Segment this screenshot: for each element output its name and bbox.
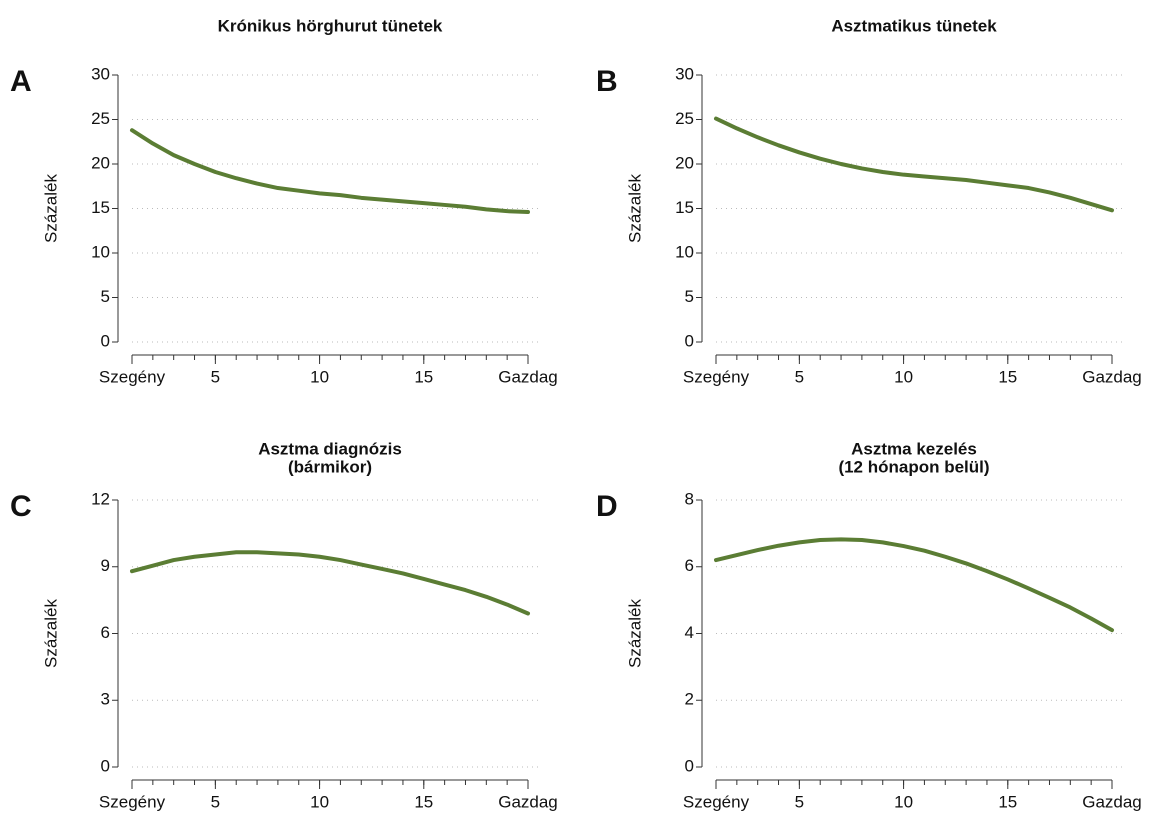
y-tick-label: 2: [685, 690, 694, 709]
x-tick-label: 5: [795, 792, 804, 811]
x-tick-label: Gazdag: [498, 792, 558, 811]
panel-letter: D: [596, 490, 618, 523]
chart-title: Asztma diagnózis: [258, 439, 402, 458]
data-line: [130, 550, 530, 616]
y-tick-label: 12: [91, 489, 110, 508]
x-tick-label: 5: [211, 792, 220, 811]
y-tick-label: 0: [685, 331, 694, 350]
y-axis-label: Százalék: [625, 174, 644, 243]
y-axis-label: Százalék: [625, 599, 644, 668]
y-tick-label: 0: [685, 756, 694, 775]
x-tick-label: Gazdag: [498, 367, 558, 386]
x-tick-label: 10: [894, 367, 913, 386]
data-line: [714, 537, 1114, 633]
y-tick-label: 8: [685, 489, 694, 508]
x-tick-label: 15: [414, 792, 433, 811]
chart-title: Asztmatikus tünetek: [831, 16, 997, 35]
y-tick-label: 10: [675, 242, 694, 261]
data-line: [714, 116, 1114, 213]
chart-title: (bármikor): [288, 457, 372, 476]
chart-title: Krónikus hörghurut tünetek: [218, 16, 443, 35]
panel-letter: B: [596, 65, 618, 98]
y-axis-label: Százalék: [41, 174, 60, 243]
x-tick-label: 15: [998, 792, 1017, 811]
y-tick-label: 25: [91, 109, 110, 128]
y-tick-label: 6: [685, 556, 694, 575]
x-tick-label: Szegény: [683, 792, 750, 811]
x-tick-label: Szegény: [683, 367, 750, 386]
y-tick-label: 9: [101, 556, 110, 575]
x-tick-label: 10: [310, 792, 329, 811]
x-tick-label: 5: [795, 367, 804, 386]
panel-letter: A: [10, 65, 32, 98]
x-tick-label: 5: [211, 367, 220, 386]
x-tick-label: 10: [894, 792, 913, 811]
y-tick-label: 5: [101, 287, 110, 306]
y-tick-label: 5: [685, 287, 694, 306]
y-tick-label: 0: [101, 331, 110, 350]
y-tick-label: 25: [675, 109, 694, 128]
panel-letter: C: [10, 490, 32, 523]
y-tick-label: 10: [91, 242, 110, 261]
x-tick-label: 10: [310, 367, 329, 386]
y-tick-label: 20: [675, 153, 694, 172]
y-tick-label: 20: [91, 153, 110, 172]
y-tick-label: 15: [675, 198, 694, 217]
y-tick-label: 3: [101, 690, 110, 709]
y-tick-label: 6: [101, 623, 110, 642]
x-tick-label: Gazdag: [1082, 367, 1142, 386]
y-tick-label: 30: [91, 64, 110, 83]
x-tick-label: 15: [998, 367, 1017, 386]
y-tick-label: 30: [675, 64, 694, 83]
x-tick-label: Gazdag: [1082, 792, 1142, 811]
x-tick-label: Szegény: [99, 792, 166, 811]
chart-title: (12 hónapon belül): [838, 457, 989, 476]
y-axis-label: Százalék: [41, 599, 60, 668]
y-tick-label: 4: [685, 623, 694, 642]
y-tick-label: 0: [101, 756, 110, 775]
x-tick-label: 15: [414, 367, 433, 386]
data-line: [130, 128, 530, 215]
y-tick-label: 15: [91, 198, 110, 217]
chart-title: Asztma kezelés: [851, 439, 977, 458]
x-tick-label: Szegény: [99, 367, 166, 386]
